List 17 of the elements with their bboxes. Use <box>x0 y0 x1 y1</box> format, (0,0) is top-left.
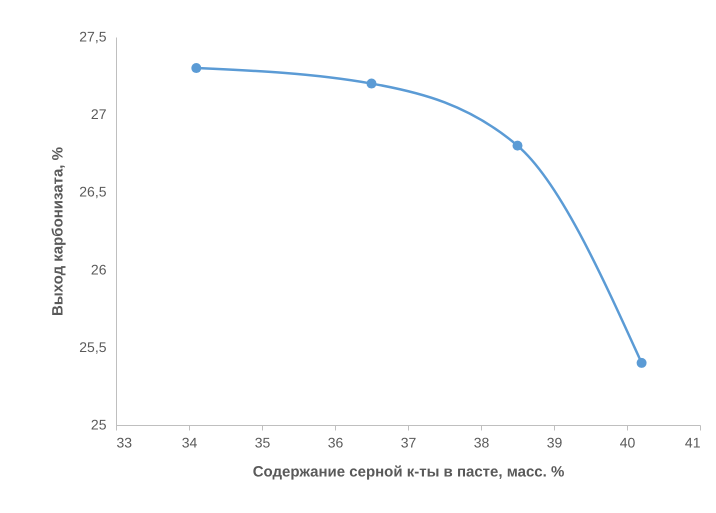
x-tick-label: 36 <box>328 434 344 450</box>
x-tick-label: 35 <box>254 434 270 450</box>
x-tick-label: 39 <box>546 434 562 450</box>
y-tick-label: 26,5 <box>79 184 107 200</box>
x-tick-label: 34 <box>182 434 198 450</box>
y-tick-label: 25,5 <box>79 338 107 355</box>
y-tick-label: 27,5 <box>79 28 107 44</box>
x-tick-label: 37 <box>400 434 416 450</box>
y-tick-label: 25 <box>90 416 107 432</box>
y-axis-title: Выход карбонизата, % <box>49 147 66 316</box>
x-tick-label: 40 <box>620 434 636 450</box>
x-tick-label: 41 <box>684 434 701 450</box>
x-axis-title: Содержание серной к-ты в пасте, масс. % <box>252 464 564 480</box>
x-tick-label: 38 <box>474 434 490 450</box>
y-tick-label: 26 <box>90 261 107 278</box>
x-tick-label: 33 <box>116 434 132 450</box>
y-tick-label: 27 <box>90 106 107 122</box>
